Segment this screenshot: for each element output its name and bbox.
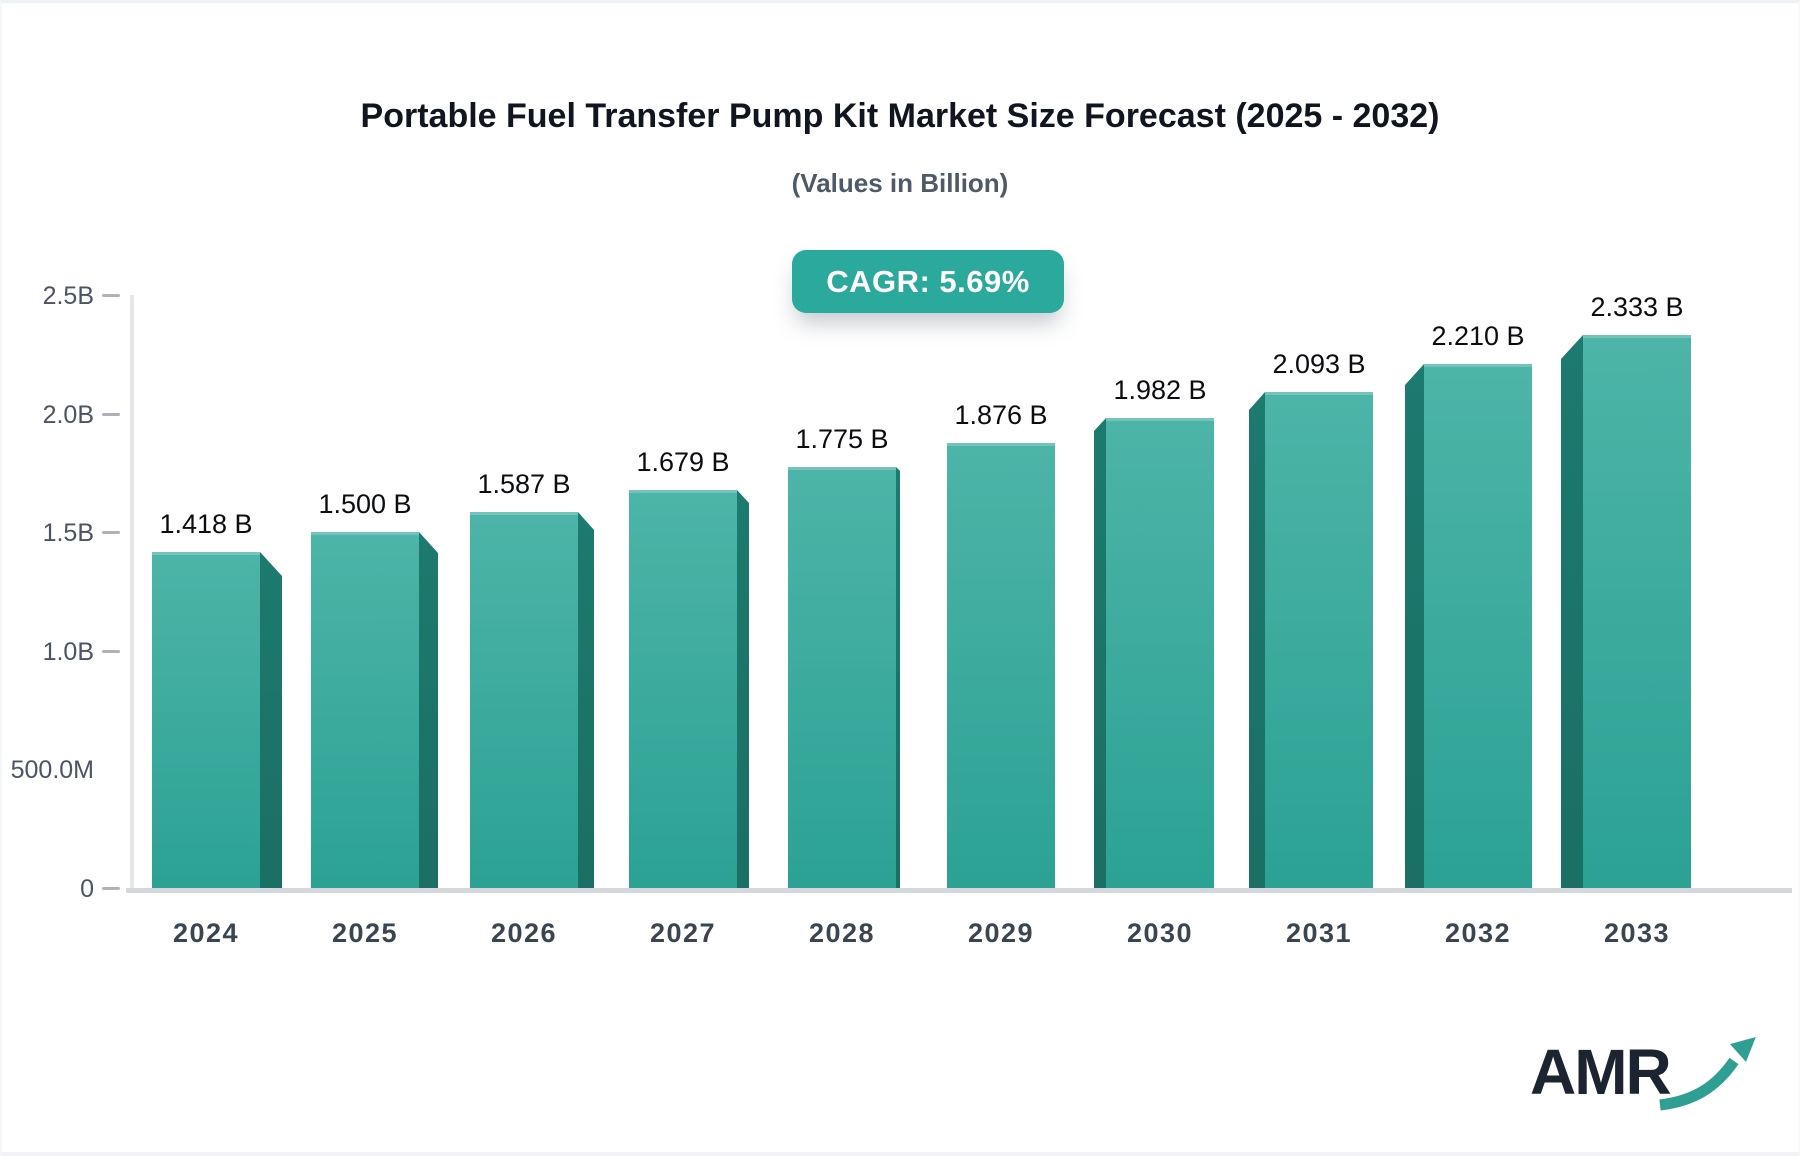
bar-side-face-2025 (419, 532, 438, 888)
bar-2027 (629, 490, 737, 888)
chart-title: Portable Fuel Transfer Pump Kit Market S… (360, 97, 1440, 135)
x-axis-label-2030: 2030 (1126, 918, 1194, 948)
bar-side-face-2030 (1094, 418, 1106, 888)
y-axis-tick-mark (102, 294, 120, 297)
bar-2026 (470, 512, 578, 888)
x-axis-label-2032: 2032 (1444, 918, 1512, 948)
bar-2030 (1106, 418, 1214, 888)
y-axis-tick-label: 1.0B (42, 637, 94, 666)
bar-side-face-2028 (896, 467, 900, 888)
bar-2032 (1424, 364, 1532, 888)
x-axis-baseline (126, 888, 1792, 893)
y-axis-tick-mark (102, 887, 120, 890)
bar-value-label-2027: 1.679 B (636, 447, 730, 477)
y-axis-tick-label: 2.5B (42, 282, 94, 310)
bar-2031 (1265, 392, 1373, 888)
bar-side-face-2033 (1561, 335, 1583, 888)
y-axis-tick-label: 0 (80, 875, 94, 903)
y-axis-line (130, 295, 134, 893)
bar-value-label-2033: 2.333 B (1590, 292, 1684, 322)
plot-area: 2.5B 2.0B 1.5B 1.0B 500.0M 0 1.418 B 2024 1.500 … (11, 282, 1792, 948)
bar-value-label-2031: 2.093 B (1272, 349, 1366, 379)
y-axis-tick-mark (102, 531, 120, 535)
cagr-badge-label: CAGR: 5.69% (826, 263, 1030, 299)
bar-2033 (1583, 335, 1691, 888)
y-axis-tick-label: 500.0M (10, 756, 94, 785)
x-axis-label-2028: 2028 (808, 918, 876, 948)
cagr-badge: CAGR: 5.69% (792, 250, 1064, 313)
x-axis-label-2031: 2031 (1285, 918, 1353, 948)
x-axis-label-2033: 2033 (1603, 918, 1671, 948)
amr-logo: AMR (1530, 1031, 1768, 1113)
y-axis-tick-mark (102, 649, 120, 653)
bar-value-label-2032: 2.210 B (1431, 321, 1525, 351)
bar-value-label-2024: 1.418 B (159, 509, 253, 539)
bar-side-face-2032 (1405, 364, 1424, 888)
x-axis-label-2029: 2029 (967, 918, 1035, 948)
bar-value-label-2028: 1.775 B (795, 424, 889, 454)
bar-value-label-2030: 1.982 B (1113, 375, 1207, 405)
bar-value-label-2026: 1.587 B (477, 469, 571, 499)
x-axis-label-2027: 2027 (649, 918, 717, 948)
bar-side-face-2027 (737, 490, 749, 888)
bar-value-label-2029: 1.876 B (954, 400, 1048, 430)
amr-logo-text: AMR (1530, 1036, 1672, 1108)
x-axis-label-2026: 2026 (490, 918, 558, 948)
chart-subtitle: (Values in Billion) (791, 168, 1009, 198)
bar-side-face-2024 (260, 552, 282, 888)
growth-arrow-icon (1659, 1036, 1756, 1111)
bar-side-face-2031 (1249, 392, 1265, 888)
y-axis-tick-mark (102, 412, 120, 416)
bar-2024 (152, 552, 260, 888)
bar-side-face-2026 (578, 512, 594, 888)
y-axis-tick-label: 2.0B (42, 400, 94, 429)
bar-2028 (788, 467, 896, 888)
bar-2025 (311, 532, 419, 888)
bar-2029 (947, 443, 1055, 888)
y-axis-tick-label: 1.5B (42, 519, 94, 548)
bar-value-label-2025: 1.500 B (318, 489, 412, 519)
x-axis-label-2024: 2024 (172, 918, 240, 948)
x-axis-label-2025: 2025 (331, 918, 399, 948)
